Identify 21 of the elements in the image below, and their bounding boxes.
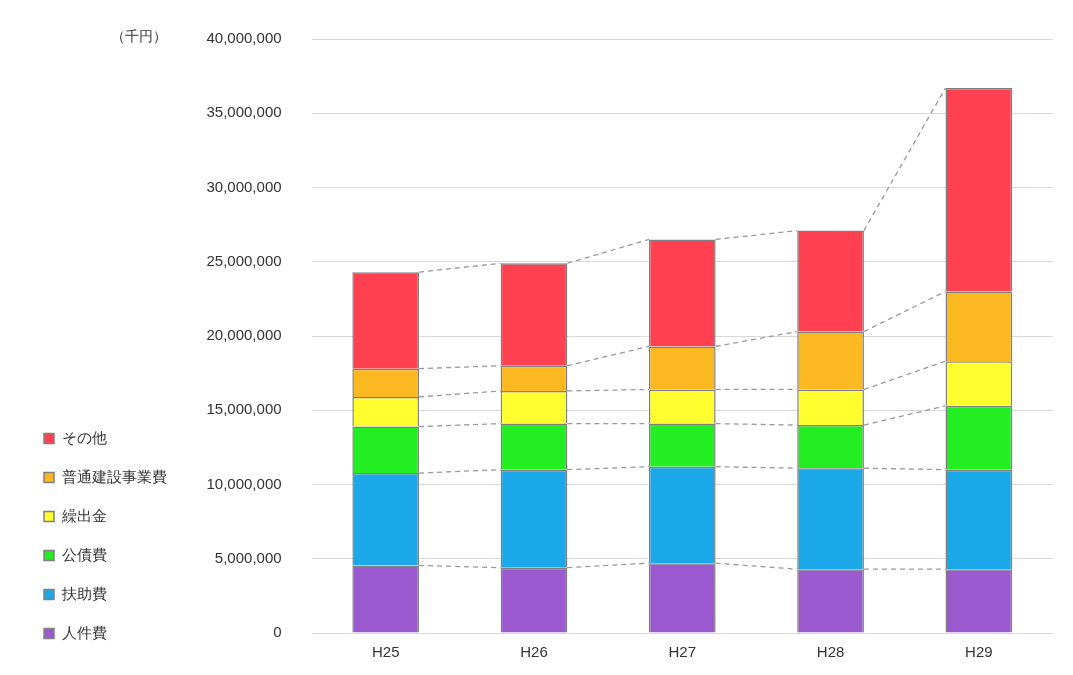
y-axis-title: （千円） — [110, 27, 167, 44]
x-tick-label: H27 — [668, 643, 697, 661]
y-tick-label: 15,000,000 — [206, 400, 282, 418]
legend-label: 公債費 — [61, 545, 107, 563]
y-tick-label: 0 — [273, 623, 282, 641]
x-tick-label: H28 — [816, 643, 845, 661]
legend-label: その他 — [61, 428, 107, 446]
legend-label: 繰出金 — [60, 506, 107, 524]
y-tick-label: 10,000,000 — [206, 474, 282, 492]
y-tick-label: 25,000,000 — [206, 251, 282, 269]
x-tick-label: H25 — [371, 643, 400, 661]
y-tick-label: 30,000,000 — [206, 177, 282, 195]
y-tick-label: 40,000,000 — [206, 29, 282, 47]
y-tick-label: 20,000,000 — [206, 326, 282, 344]
legend-label: 扶助費 — [60, 584, 107, 602]
legend-label: 普通建設事業費 — [61, 467, 167, 485]
y-tick-label: 5,000,000 — [214, 548, 282, 566]
x-tick-label: H29 — [965, 643, 993, 661]
x-tick-label: H26 — [520, 643, 548, 661]
y-tick-label: 35,000,000 — [206, 103, 282, 121]
legend-label: 人件費 — [61, 623, 107, 641]
